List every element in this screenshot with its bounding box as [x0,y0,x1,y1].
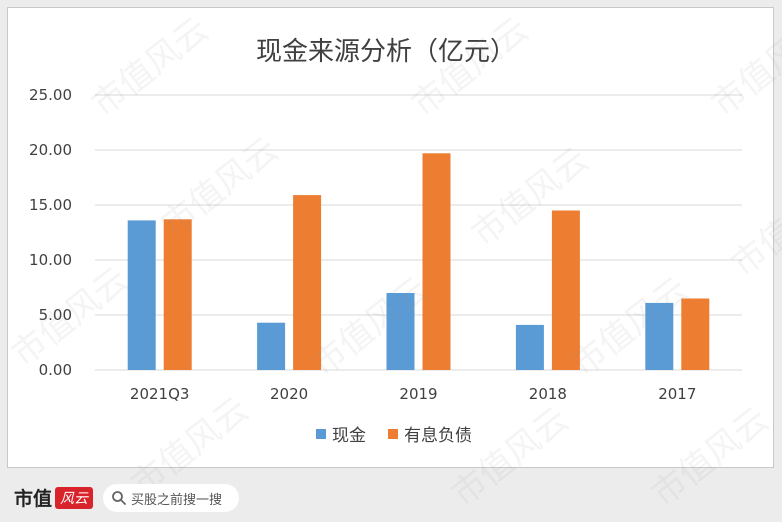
legend-label: 现金 [332,426,366,446]
legend-swatch [316,429,326,439]
bar-cash-2021Q3 [127,220,156,370]
x-tick-label: 2018 [529,385,567,403]
bar-cash-2019 [386,293,415,370]
bar-debt-2020 [293,195,322,370]
bar-cash-2017 [645,302,674,370]
legend-swatch [388,429,398,439]
y-tick-label: 5.00 [39,306,72,324]
y-tick-label: 15.00 [29,196,72,214]
search-box[interactable]: 买股之前搜一搜 [103,484,239,512]
y-tick-label: 20.00 [29,141,72,159]
search-icon [111,490,127,506]
y-tick-label: 0.00 [39,361,72,379]
brand-logo[interactable]: 市值 风云 [14,484,94,511]
chart-title: 现金来源分析（亿元） [256,37,516,67]
search-placeholder: 买股之前搜一搜 [131,492,223,508]
x-tick-label: 2021Q3 [130,385,190,403]
x-tick-label: 2019 [399,385,437,403]
footer-bar: 市值 风云 买股之前搜一搜 [0,476,782,522]
legend-label: 有息负债 [404,426,472,446]
brand-logo-badge: 风云 [55,486,94,509]
bar-debt-2021Q3 [163,219,192,370]
bar-chart: 现金来源分析（亿元） 0.005.0010.0015.0020.0025.00 … [29,37,742,446]
bar-cash-2020 [257,322,286,370]
x-tick-label: 2017 [658,385,696,403]
brand-text: 市值 [14,488,53,510]
x-tick-label: 2020 [270,385,308,403]
bar-cash-2018 [515,324,544,370]
bar-debt-2018 [551,210,580,370]
bar-debt-2017 [681,298,710,370]
y-tick-label: 10.00 [29,251,72,269]
y-tick-label: 25.00 [29,86,72,104]
bar-debt-2019 [422,153,451,370]
